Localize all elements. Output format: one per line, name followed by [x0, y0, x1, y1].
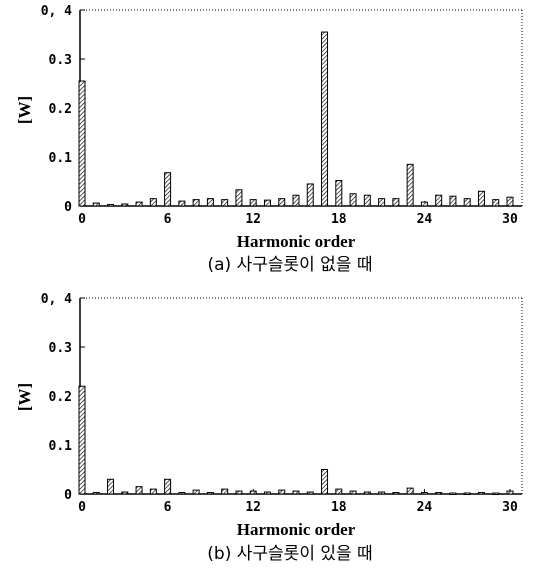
- bar-h6: [164, 172, 172, 207]
- x-tick-label: 6: [164, 212, 172, 227]
- bar-h2: [107, 478, 115, 495]
- x-tick-label: 30: [502, 212, 518, 227]
- y-tick-label: 0: [64, 200, 72, 215]
- bar-h19: [349, 193, 357, 207]
- bar-h7: [178, 200, 186, 207]
- y-tick-label: 0.2: [49, 390, 72, 405]
- bar-h4: [135, 486, 143, 495]
- y-axis-label: [W]: [15, 96, 34, 124]
- bar-h22: [392, 492, 400, 495]
- y-tick-label: 0, 4: [41, 292, 72, 307]
- bar-h17: [321, 31, 329, 207]
- bar-h23: [406, 163, 414, 207]
- bar-h12: [249, 490, 257, 495]
- x-tick-label: 6: [164, 500, 172, 515]
- bar-h11: [235, 189, 243, 207]
- y-tick-label: 0.2: [49, 102, 72, 117]
- bar-h14: [278, 489, 286, 495]
- bar-h8: [192, 489, 200, 495]
- y-tick-label: 0, 4: [41, 4, 72, 19]
- bar-h26: [449, 492, 457, 496]
- bar-h21: [378, 491, 386, 495]
- bar-h10: [221, 199, 229, 207]
- x-tick-label: 24: [417, 212, 433, 227]
- bar-h7: [178, 492, 186, 495]
- bar-h11: [235, 490, 243, 495]
- x-tick-label: 18: [331, 212, 347, 227]
- bar-h13: [263, 199, 271, 207]
- chart-caption: (b) 사구슬롯이 있을 때: [207, 544, 372, 564]
- bar-h5: [149, 488, 157, 495]
- bar-h9: [206, 198, 214, 207]
- bar-h26: [449, 195, 457, 207]
- bar-h15: [292, 194, 300, 207]
- x-tick-label: 12: [245, 212, 261, 227]
- bar-h17: [321, 469, 329, 495]
- bar-h1: [92, 202, 100, 207]
- bar-h3: [121, 203, 129, 207]
- chart-caption: (a) 사구슬롯이 없을 때: [207, 255, 372, 275]
- bar-h10: [221, 488, 229, 495]
- bar-h6: [164, 478, 172, 495]
- bar-h2: [107, 204, 115, 207]
- bar-h25: [435, 194, 443, 207]
- y-axis-label: [W]: [15, 383, 34, 411]
- y-tick-label: 0.3: [49, 341, 72, 356]
- bar-h16: [306, 491, 314, 495]
- x-tick-label: 24: [417, 500, 433, 515]
- bar-h19: [349, 490, 357, 495]
- bar-h28: [477, 190, 485, 207]
- y-tick-label: 0.1: [49, 151, 73, 166]
- x-tick-label: 0: [78, 500, 86, 515]
- bar-h25: [435, 492, 443, 495]
- chart-panel-a: [78, 9, 523, 207]
- bar-h27: [463, 492, 471, 496]
- bar-h8: [192, 199, 200, 207]
- bar-h28: [477, 492, 485, 495]
- bar-h23: [406, 487, 414, 495]
- x-tick-label: 18: [331, 500, 347, 515]
- bar-h21: [378, 198, 386, 207]
- x-axis-label: Harmonic order: [237, 520, 356, 539]
- bar-h20: [363, 194, 371, 207]
- bar-h14: [278, 198, 286, 207]
- bar-h15: [292, 490, 300, 495]
- y-tick-label: 0.1: [49, 439, 73, 454]
- bar-h4: [135, 201, 143, 207]
- bar-h9: [206, 492, 214, 495]
- y-tick-label: 0.3: [49, 53, 72, 68]
- bar-h20: [363, 491, 371, 495]
- bar-h3: [121, 491, 129, 495]
- x-tick-label: 0: [78, 212, 86, 227]
- bar-h30: [506, 196, 514, 207]
- bar-h30: [506, 490, 514, 495]
- x-axis-label: Harmonic order: [237, 232, 356, 251]
- bar-h13: [263, 491, 271, 495]
- bar-h0: [78, 80, 86, 207]
- bar-h24: [420, 201, 428, 207]
- x-tick-label: 12: [245, 500, 261, 515]
- bar-h29: [492, 199, 500, 207]
- bar-h18: [335, 488, 343, 495]
- bar-h18: [335, 180, 343, 207]
- bar-h16: [306, 183, 314, 207]
- bar-h24: [420, 492, 428, 495]
- bar-h0: [78, 385, 86, 495]
- bar-h29: [492, 492, 500, 496]
- y-tick-label: 0: [64, 488, 72, 503]
- x-tick-label: 30: [502, 500, 518, 515]
- bar-h27: [463, 198, 471, 207]
- bar-h1: [92, 492, 100, 495]
- chart-panel-b: [78, 297, 523, 496]
- bar-h5: [149, 198, 157, 207]
- bar-h22: [392, 198, 400, 207]
- bar-h12: [249, 199, 257, 207]
